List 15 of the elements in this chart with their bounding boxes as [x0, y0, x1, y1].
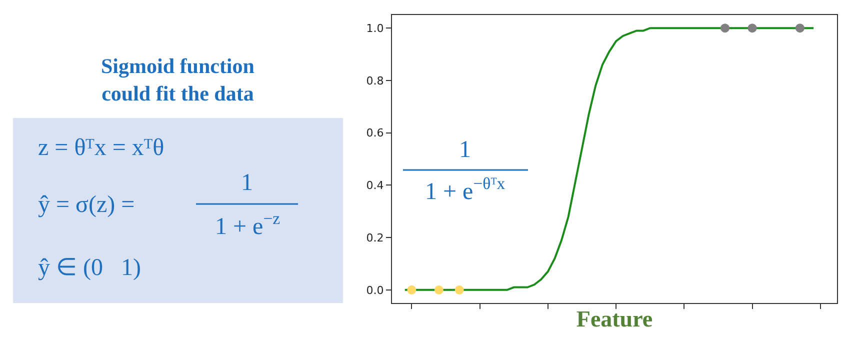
y-tick-label: 1.0: [366, 22, 384, 35]
text: ŷ = σ(z) =: [38, 192, 135, 218]
text: ŷ ∈ (0 1): [38, 255, 141, 281]
annotation: 1 + e$^{−θᵀx}$: [425, 174, 506, 206]
annotation: 1: [459, 137, 471, 163]
y-tick-label: 0.6: [366, 126, 384, 140]
text: 1: [241, 170, 253, 196]
y-tick-label: 0.0: [366, 284, 384, 297]
text: 1 + e$^{−z}$: [215, 209, 280, 240]
y-tick-label: 0.8: [366, 74, 384, 88]
y-tick-label: 0.4: [366, 179, 384, 192]
text: Sigmoid function could fit the data: [101, 54, 255, 106]
text: z = θᵀx = xᵀθ: [38, 135, 164, 161]
x-axis-title: Feature: [576, 306, 653, 332]
y-tick-label: 0.2: [366, 231, 384, 244]
